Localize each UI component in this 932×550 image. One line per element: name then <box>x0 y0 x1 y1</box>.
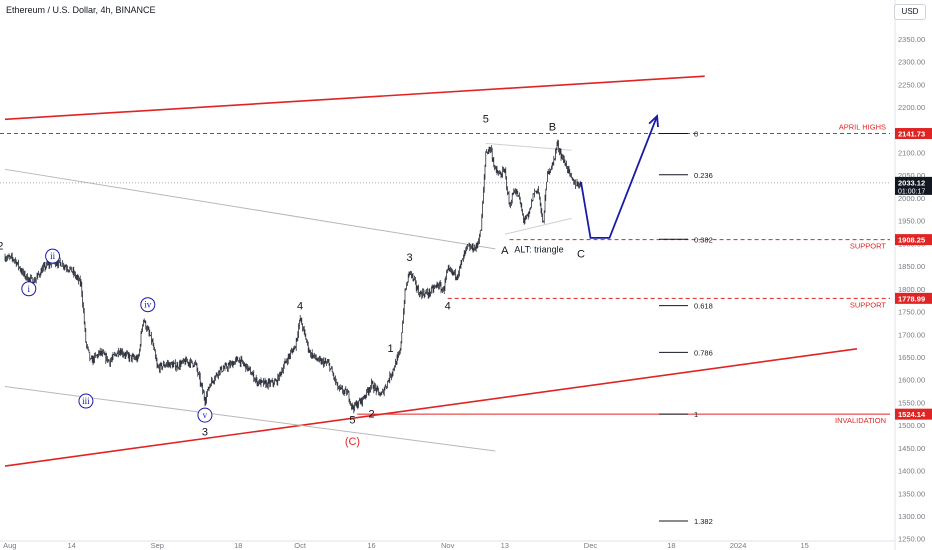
level-badge-text: 1778.99 <box>898 294 925 303</box>
x-tick-label: 16 <box>367 541 375 550</box>
wave-label: 3 <box>202 426 208 438</box>
wave-label: 3 <box>407 252 413 264</box>
wave-label: 2 <box>368 408 374 420</box>
wave-circle <box>197 407 213 423</box>
projection-arrowhead <box>648 114 659 128</box>
chart-title: Ethereum / U.S. Dollar, 4h, BINANCE <box>6 5 156 15</box>
trendlines-group <box>4 75 858 467</box>
horizontal-levels-group: APRIL HIGHS 2141.73 SUPPORT 1908.25 SUPPORT 1… <box>0 123 932 425</box>
last-price-text: 2033.12 <box>898 178 925 187</box>
y-tick-label: 1400.00 <box>898 467 925 476</box>
wave-label: C <box>577 248 585 260</box>
wave-label: 2 <box>0 241 3 253</box>
trendline-lower-channel <box>4 347 858 467</box>
y-tick-label: 2250.00 <box>898 80 925 89</box>
wave-circle <box>78 393 94 409</box>
x-tick-label: Dec <box>584 541 598 550</box>
y-tick-label: 1500.00 <box>898 421 925 430</box>
x-tick-label: 18 <box>667 541 675 550</box>
x-tick-label: 14 <box>67 541 75 550</box>
x-tick-label: Aug <box>3 541 16 550</box>
level-label: APRIL HIGHS <box>839 123 886 132</box>
fib-label: 0.618 <box>694 302 713 311</box>
wave-circle <box>140 297 156 313</box>
level-badge-text: 1908.25 <box>898 236 925 245</box>
y-tick-label: 1650.00 <box>898 353 925 362</box>
fib-label: 1 <box>694 410 698 419</box>
y-tick-label: 1600.00 <box>898 376 925 385</box>
y-tick-label: 1300.00 <box>898 512 925 521</box>
fib-label: 1.382 <box>694 517 713 526</box>
y-tick-label: 2200.00 <box>898 103 925 112</box>
countdown-text: 01:00:17 <box>898 188 925 195</box>
fibonacci-group: 0 0.236 0.382 0.618 0.786 1 1.382 <box>659 130 713 526</box>
y-tick-label: 1950.00 <box>898 217 925 226</box>
level-badge <box>895 128 932 140</box>
y-tick-label: 2350.00 <box>898 35 925 44</box>
fib-label: 0.236 <box>694 171 713 180</box>
y-tick-label: 1700.00 <box>898 330 925 339</box>
y-tick-label: 1450.00 <box>898 444 925 453</box>
wave-label: ii <box>50 251 56 261</box>
y-tick-label: 2050.00 <box>898 171 925 180</box>
level-badge-text: 2141.73 <box>898 130 925 139</box>
wave-label: A <box>501 245 509 257</box>
x-tick-label: Nov <box>441 541 455 550</box>
wave-label: B <box>549 122 556 134</box>
trendline-triangle-bottom <box>504 217 572 235</box>
x-tick-label: 13 <box>501 541 509 550</box>
y-tick-label: 2100.00 <box>898 148 925 157</box>
wave-circle <box>21 281 37 297</box>
x-tick-label: 15 <box>801 541 809 550</box>
x-tick-label: 18 <box>234 541 242 550</box>
wave-label: iv <box>144 300 152 310</box>
wave-label: iii <box>82 396 90 406</box>
level-badge <box>895 292 932 304</box>
level-badge <box>895 408 932 420</box>
y-tick-label: 1850.00 <box>898 262 925 271</box>
trendline-grey-wave-channel-upper <box>4 168 496 250</box>
x-tick-label: Oct <box>294 541 307 550</box>
trendline-upper-channel <box>4 75 705 121</box>
last-price-badge <box>895 176 932 195</box>
y-tick-label: 1350.00 <box>898 489 925 498</box>
x-tick-label: Sep <box>151 541 164 550</box>
wave-label: 1 <box>387 343 393 355</box>
x-tick-label: 2024 <box>730 541 747 550</box>
fib-label: 0.382 <box>694 235 713 244</box>
trendline-grey-wave-channel-lower <box>4 386 496 452</box>
y-tick-label: 1550.00 <box>898 398 925 407</box>
wave-label: 5 <box>483 113 489 125</box>
fib-label: 0 <box>694 130 698 139</box>
projection-path <box>580 115 658 239</box>
y-tick-label: 2300.00 <box>898 58 925 67</box>
wave-label: i <box>28 284 31 294</box>
wave-label: 4 <box>297 301 303 313</box>
level-badge <box>895 234 932 246</box>
level-badge-text: 1524.14 <box>898 410 926 419</box>
level-label: INVALIDATION <box>835 416 886 425</box>
wave-label: ALT: triangle <box>514 244 563 254</box>
y-tick-label: 2000.00 <box>898 194 925 203</box>
currency-button[interactable]: USD <box>894 4 926 20</box>
fib-label: 0.786 <box>694 348 713 357</box>
candles-group <box>4 139 581 414</box>
y-tick-label: 1800.00 <box>898 285 925 294</box>
wave-label: 4 <box>445 301 451 313</box>
level-label: SUPPORT <box>850 242 887 251</box>
wave-label: v <box>203 410 208 420</box>
wave-label: 5 <box>349 415 355 427</box>
wave-label: (C) <box>345 436 360 448</box>
y-tick-label: 1250.00 <box>898 535 925 544</box>
level-label: SUPPORT <box>850 300 887 309</box>
wave-circle <box>45 248 61 264</box>
y-tick-label: 1750.00 <box>898 308 925 317</box>
